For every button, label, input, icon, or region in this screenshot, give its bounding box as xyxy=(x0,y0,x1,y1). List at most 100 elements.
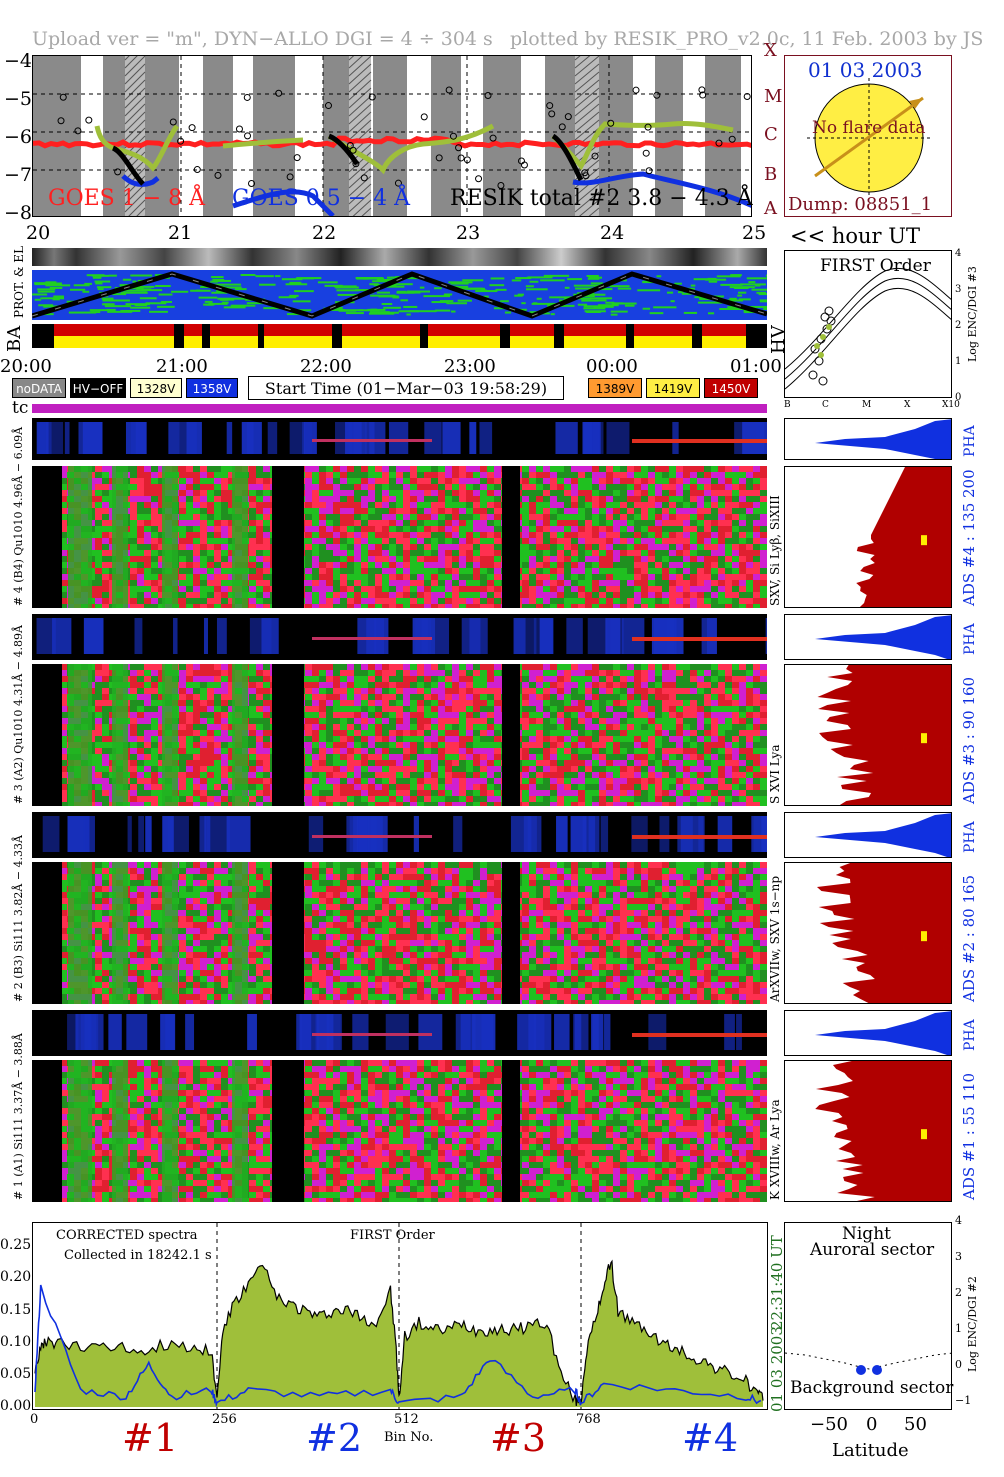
tick-label: X xyxy=(904,400,911,410)
spectrum-panel xyxy=(32,1222,768,1410)
sun-panel xyxy=(784,55,952,217)
channel-label: # 1 (A1) Si111 3.37Å − 3.88Å xyxy=(12,1033,25,1200)
ion-label: SXV, Si Lyβ, SiXIII xyxy=(768,495,782,606)
first-order-title: FIRST Order xyxy=(820,256,931,276)
first-order-ylabel: Log ENC/DGI #3 xyxy=(966,266,979,362)
hv-segment xyxy=(510,336,554,348)
channel-number-1: #1 xyxy=(122,1416,179,1460)
latitude-point xyxy=(856,1365,866,1375)
goes-panel xyxy=(32,55,752,217)
tick-label: 21:00 xyxy=(156,356,208,377)
tick-label: A xyxy=(764,198,777,219)
tick-label: 0 xyxy=(866,1414,878,1435)
spectrum-text-3: FIRST Order xyxy=(350,1228,435,1243)
hour-ut-label: << hour UT xyxy=(790,224,920,248)
tick-label: 0 xyxy=(30,1412,39,1427)
pha-histogram xyxy=(784,614,952,660)
hv-segment xyxy=(702,336,746,348)
tick-label: 20:00 xyxy=(0,356,52,377)
resik-line xyxy=(94,121,734,175)
tick-label: 21 xyxy=(168,222,193,244)
hv-segment xyxy=(264,336,332,348)
hv-segment xyxy=(428,336,500,348)
eclipse-band xyxy=(323,56,351,216)
hv-1389-button[interactable]: 1389V xyxy=(588,378,642,398)
goes-long-line xyxy=(33,135,751,149)
pha-strip xyxy=(32,418,767,460)
prot-el-strip xyxy=(32,248,767,266)
tick-label: 22:00 xyxy=(300,356,352,377)
hv-segment xyxy=(184,336,202,348)
hv-segment xyxy=(634,336,692,348)
pha-histogram xyxy=(784,1010,952,1056)
hv-1328-button[interactable]: 1328V xyxy=(130,378,182,398)
tick-label: 256 xyxy=(212,1412,237,1427)
header-left: Upload ver = "m", DYN−ALLO DGI = 4 ÷ 304… xyxy=(32,28,493,50)
tick-label: 1 xyxy=(955,356,962,367)
tick-label: −1 xyxy=(955,1394,972,1407)
tick-label: 0.25 xyxy=(0,1237,32,1254)
tick-label: X10 xyxy=(942,400,960,410)
eclipse-band xyxy=(103,56,125,216)
hv-1358-button[interactable]: 1358V xyxy=(186,378,238,398)
ads-histogram xyxy=(784,664,952,806)
ads-label: ADS #4 : 135 200 xyxy=(960,469,978,606)
tick-label: B xyxy=(764,164,778,185)
latitude-label: Latitude xyxy=(832,1440,909,1461)
ion-label: S XVI Lya xyxy=(768,744,782,805)
ads-label: ADS #1 : 55 110 xyxy=(960,1072,978,1200)
sun-flare-status: No flare data xyxy=(812,118,926,138)
hv-1450-button[interactable]: 1450V xyxy=(704,378,758,398)
background-line xyxy=(34,1284,762,1408)
tick-label: C xyxy=(822,400,829,410)
eclipse-band xyxy=(655,56,683,216)
header-right: plotted by RESIK_PRO_v2.0c, 11 Feb. 2003… xyxy=(510,28,984,50)
sun-date: 01 03 2003 xyxy=(808,58,923,82)
tick-label: 2 xyxy=(955,320,962,331)
tick-label: 0.15 xyxy=(0,1301,32,1318)
tick-label: 0.20 xyxy=(0,1269,32,1286)
goes-legend-short: GOES 0.5 − 4 Å xyxy=(232,186,411,211)
tc-bar xyxy=(32,404,767,413)
tick-label: 0.10 xyxy=(0,1333,32,1350)
tick-label: 25 xyxy=(742,222,767,244)
tick-label: 00:00 xyxy=(586,356,638,377)
tick-label: C xyxy=(764,124,778,145)
eclipse-band xyxy=(203,56,233,216)
channel-label: # 3 (A2) Qu1010 4.31Å − 4.89Å xyxy=(12,625,25,804)
hv-off-button[interactable]: HV−OFF xyxy=(70,378,126,398)
nodata-button[interactable]: noDATA xyxy=(12,378,66,398)
eclipse-band xyxy=(483,56,521,216)
ba-segment xyxy=(702,324,746,336)
tick-label: 512 xyxy=(394,1412,419,1427)
tick-label: 4 xyxy=(955,1214,962,1227)
channel-label: # 4 (B4) Qu1010 4.96Å − 6.09Å xyxy=(12,426,25,606)
ba-segment xyxy=(210,324,258,336)
hv-1419-button[interactable]: 1419V xyxy=(646,378,700,398)
tick-label: −6 xyxy=(4,126,33,148)
pha-tag: PHA xyxy=(962,821,978,853)
tick-label: 50 xyxy=(904,1414,927,1435)
pha-strip xyxy=(32,1010,767,1056)
tick-label: 0.05 xyxy=(0,1365,32,1382)
pha-histogram xyxy=(784,812,952,858)
ba-segment xyxy=(342,324,420,336)
spectrum-xlabel: Bin No. xyxy=(384,1430,434,1445)
ba-segment xyxy=(184,324,202,336)
tick-label: 3 xyxy=(955,1250,962,1263)
ba-hv-strip xyxy=(32,324,767,348)
tick-label: 0 xyxy=(955,1358,962,1371)
spectrogram xyxy=(32,1060,767,1202)
pha-tag: PHA xyxy=(962,425,978,457)
pha-tag: PHA xyxy=(962,623,978,655)
ba-segment xyxy=(564,324,626,336)
ads-histogram xyxy=(784,862,952,1004)
sun-dump: Dump: 08851_1 xyxy=(788,194,933,215)
pha-strip xyxy=(32,614,767,660)
tc-label: tc xyxy=(12,398,29,418)
tick-label: 20 xyxy=(26,222,51,244)
hv-segment xyxy=(210,336,258,348)
tick-label: 3 xyxy=(955,284,962,295)
goes-chart xyxy=(33,56,751,216)
channel-number-2: #2 xyxy=(306,1416,363,1460)
